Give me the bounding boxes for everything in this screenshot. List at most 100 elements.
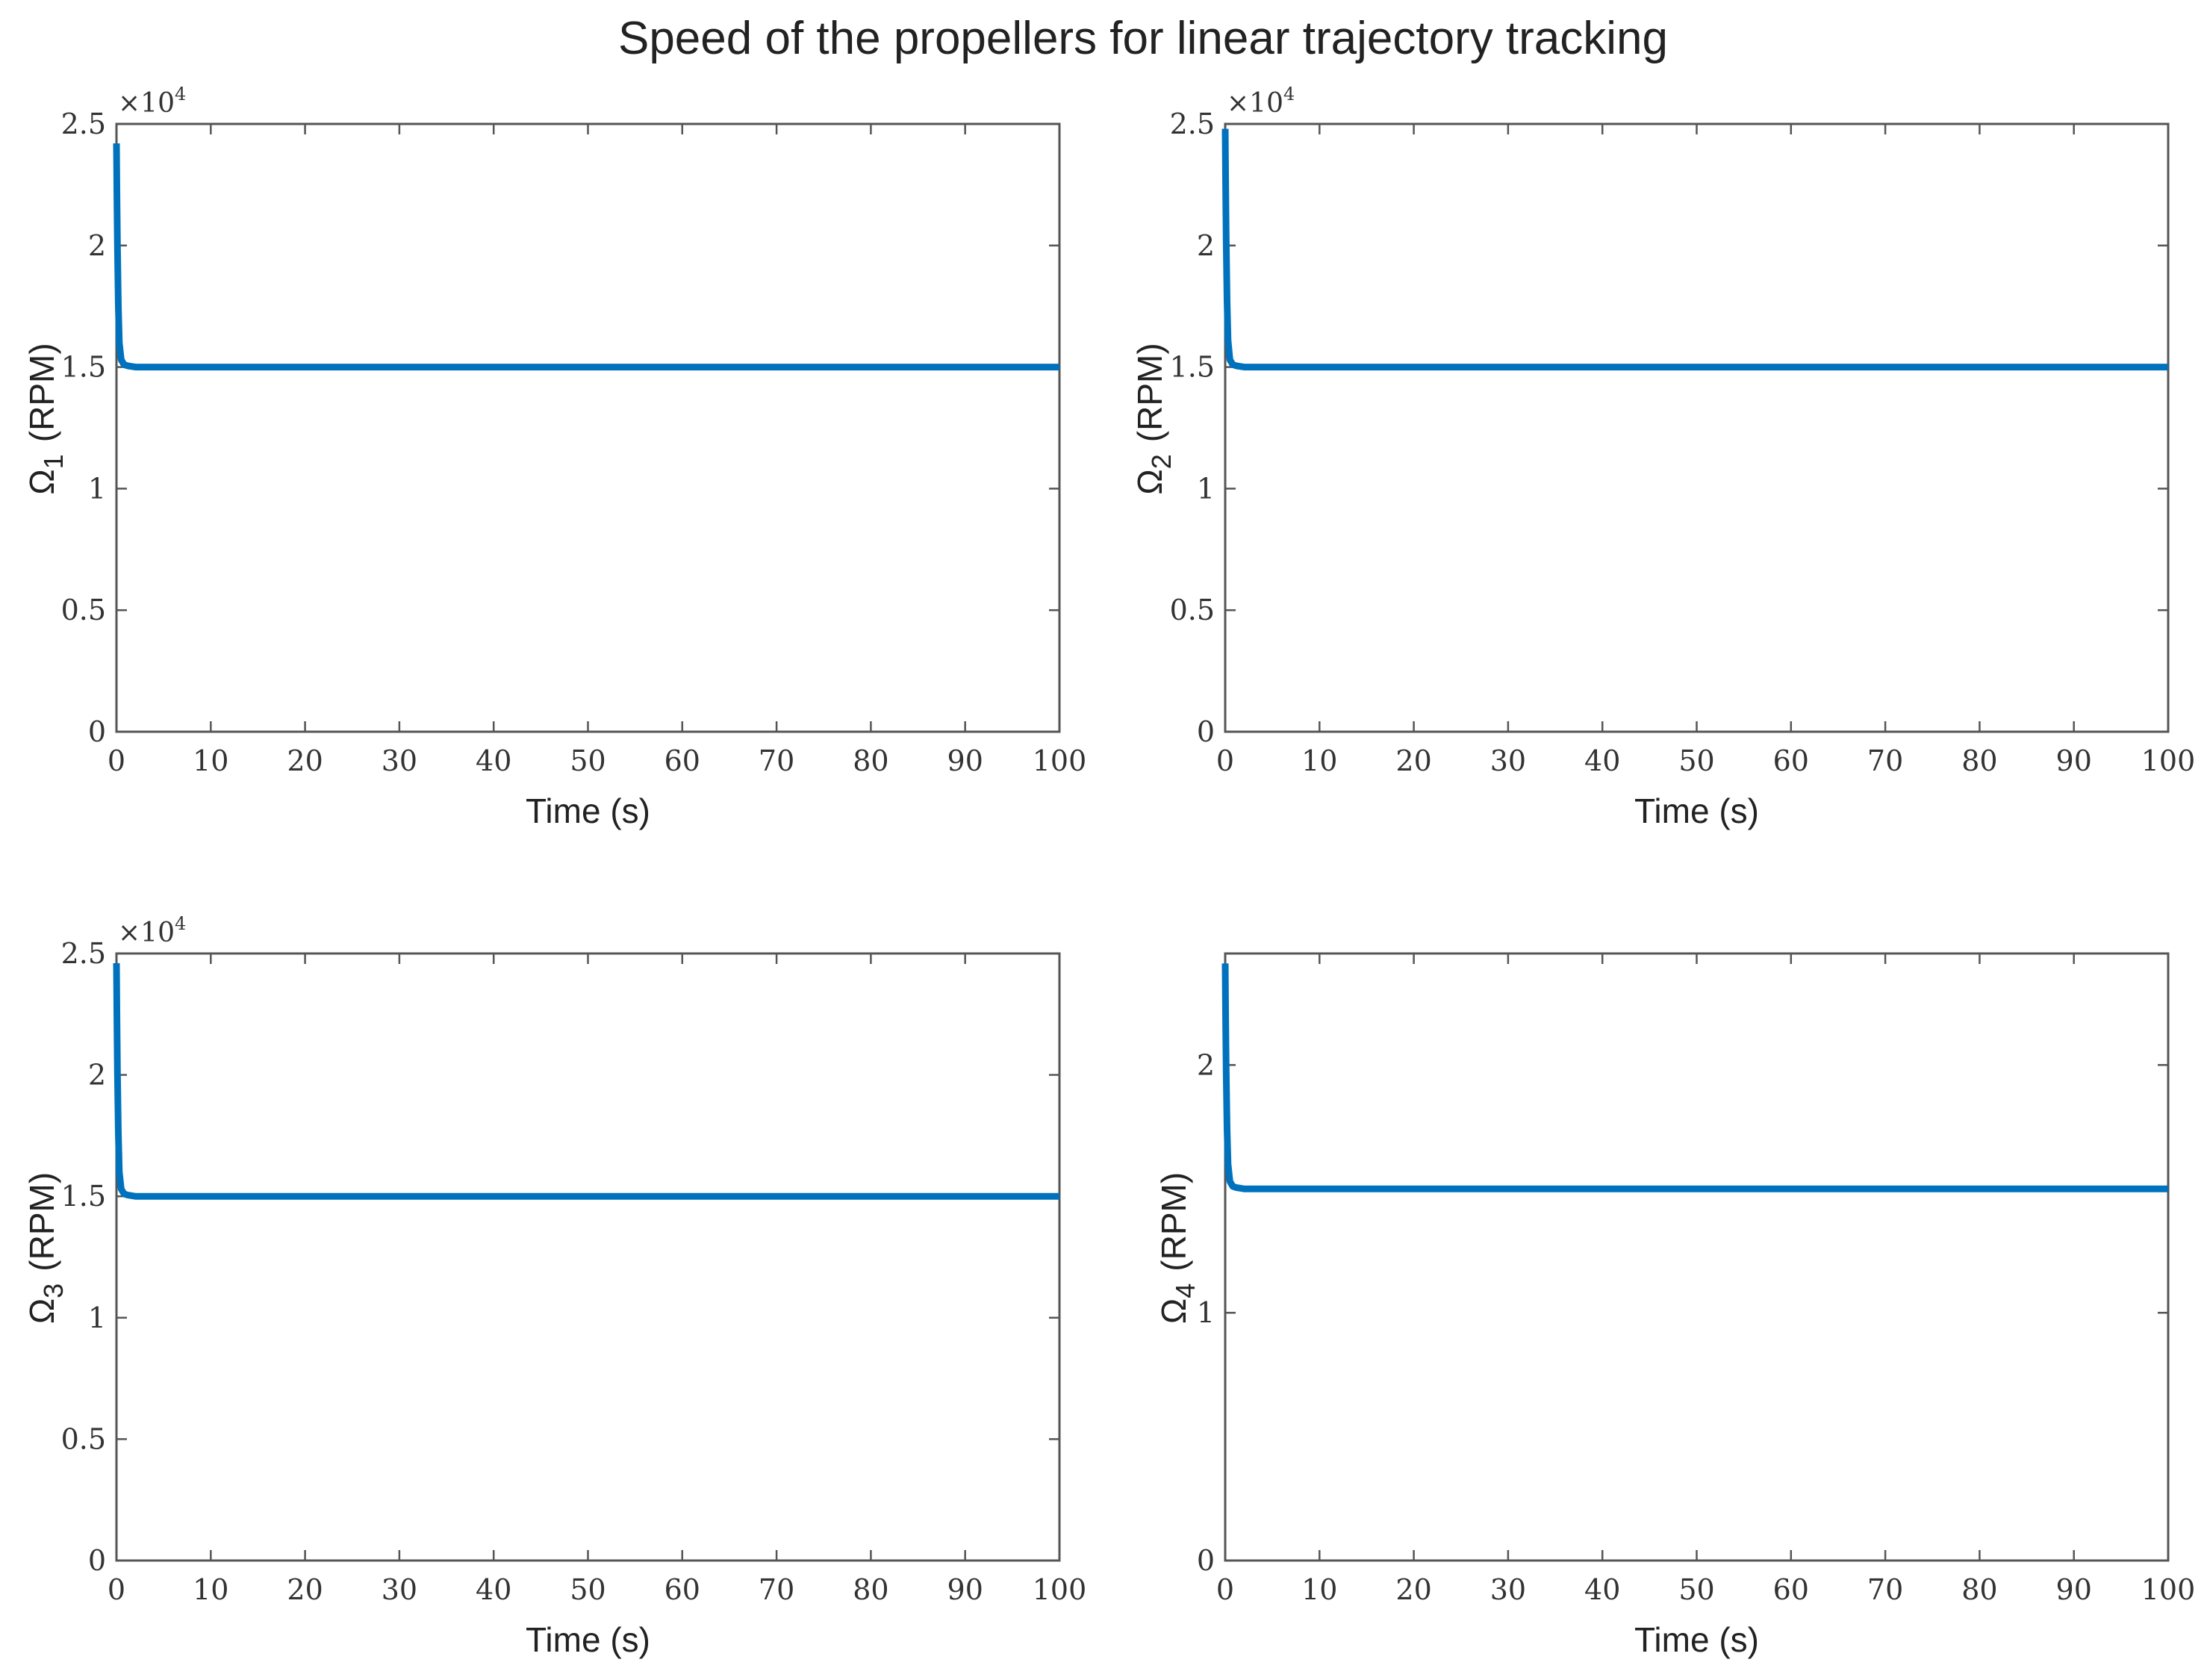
y-tick-label: 0 — [88, 1544, 106, 1577]
x-tick-label: 60 — [1773, 1573, 1809, 1606]
x-tick-label: 30 — [382, 1573, 417, 1606]
y-label-unit: (RPM) — [1154, 1172, 1193, 1272]
subplot-omega-1: 0 10 20 30 40 50 60 70 80 90 100 0 0.5 1 1.5 2 2.5 ×104 Ti… — [22, 84, 1086, 830]
x-tick-label: 80 — [853, 1573, 888, 1606]
y-label-symbol: Ω — [1130, 469, 1169, 494]
x-tick-label: 40 — [1584, 744, 1620, 777]
multiplier-exponent: 4 — [1283, 84, 1295, 105]
y-label-unit: (RPM) — [22, 343, 61, 442]
y-label-symbol: Ω — [1154, 1298, 1193, 1324]
y-tick-label: 0 — [1197, 1544, 1215, 1577]
y-axis-label: Ω3 (RPM) — [22, 1172, 69, 1324]
x-tick-label: 100 — [1033, 1573, 1087, 1606]
y-tick-label: 1.5 — [1170, 351, 1215, 384]
y-label-symbol: Ω — [22, 469, 61, 494]
x-tick-label: 80 — [853, 744, 888, 777]
axes-frame — [1224, 122, 2170, 733]
x-tick-label: 0 — [108, 744, 125, 777]
axes-frame — [115, 952, 1061, 1562]
x-tick-label: 100 — [2141, 744, 2196, 777]
series-line — [1221, 963, 2168, 1192]
y-label-unit: (RPM) — [22, 1172, 61, 1272]
y-tick-label: 1 — [88, 1301, 106, 1334]
x-tick-label: 100 — [1033, 744, 1087, 777]
x-tick-label: 0 — [1216, 744, 1234, 777]
subplot-omega-4: 0 10 20 30 40 50 60 70 80 90 100 0 1 2 Time (s) Ω4 (RPM) — [1154, 952, 2196, 1659]
y-axis-label: Ω4 (RPM) — [1154, 1172, 1201, 1324]
x-tick-label: 40 — [476, 1573, 511, 1606]
figure-title: Speed of the propellers for linear traje… — [618, 13, 1668, 64]
multiplier-base: ×10 — [118, 918, 175, 948]
x-tick-label: 90 — [947, 744, 983, 777]
y-tick-label: 2 — [1197, 1048, 1215, 1081]
y-tick-label: 1 — [1197, 1296, 1215, 1329]
y-tick-label: 1 — [1197, 472, 1215, 505]
y-tick-label: 0 — [88, 715, 106, 748]
axes-frame — [115, 122, 1061, 733]
x-tick-label: 50 — [570, 744, 606, 777]
y-tick-label: 1.5 — [61, 1180, 106, 1213]
x-tick-label: 60 — [664, 1573, 700, 1606]
y-tick-label: 2.5 — [61, 937, 106, 970]
x-tick-label: 100 — [2141, 1573, 2196, 1606]
x-tick-label: 10 — [193, 1573, 228, 1606]
x-tick-label: 40 — [1584, 1573, 1620, 1606]
x-tick-label: 70 — [759, 1573, 794, 1606]
multiplier-base: ×10 — [118, 88, 175, 119]
x-tick-label: 60 — [1773, 744, 1809, 777]
x-tick-label: 90 — [2056, 1573, 2092, 1606]
y-axis-multiplier: ×104 — [118, 84, 186, 119]
y-tick-label: 2 — [1197, 229, 1215, 262]
x-tick-label: 30 — [382, 744, 417, 777]
y-tick-label: 0.5 — [61, 594, 106, 626]
subplot-omega-3: 0 10 20 30 40 50 60 70 80 90 100 0 0.5 1 1.5 2 2.5 ×104 Ti… — [22, 913, 1086, 1659]
y-tick-label: 2 — [88, 229, 106, 262]
multiplier-exponent: 4 — [175, 84, 186, 105]
x-tick-label: 70 — [1867, 1573, 1903, 1606]
x-tick-label: 10 — [193, 744, 228, 777]
y-label-symbol: Ω — [22, 1298, 61, 1324]
x-axis-label: Time (s) — [1634, 791, 1759, 830]
x-tick-label: 70 — [759, 744, 794, 777]
x-tick-label: 50 — [1678, 744, 1714, 777]
x-tick-label: 70 — [1867, 744, 1903, 777]
y-label-unit: (RPM) — [1130, 343, 1169, 442]
x-axis-label: Time (s) — [526, 791, 650, 830]
x-tick-label: 40 — [476, 744, 511, 777]
multiplier-base: ×10 — [1227, 88, 1283, 119]
y-tick-label: 1.5 — [61, 351, 106, 384]
y-label-subscript: 2 — [1146, 454, 1177, 469]
subplot-omega-2: 0 10 20 30 40 50 60 70 80 90 100 0 0.5 1 1.5 2 2.5 ×104 Ti… — [1130, 84, 2195, 830]
axes-frame — [1224, 952, 2170, 1562]
y-label-subscript: 4 — [1170, 1284, 1201, 1298]
y-tick-label: 2.5 — [61, 108, 106, 140]
y-axis-label: Ω2 (RPM) — [1130, 343, 1177, 494]
x-tick-label: 90 — [947, 1573, 983, 1606]
x-axis-label: Time (s) — [526, 1620, 650, 1659]
x-tick-label: 30 — [1490, 1573, 1526, 1606]
multiplier-exponent: 4 — [175, 913, 186, 934]
y-axis-multiplier: ×104 — [1227, 84, 1295, 119]
x-tick-label: 50 — [1678, 1573, 1714, 1606]
x-axis-label: Time (s) — [1634, 1620, 1759, 1659]
x-tick-label: 0 — [1216, 1573, 1234, 1606]
x-tick-label: 80 — [1961, 1573, 1997, 1606]
y-tick-label: 2.5 — [1170, 108, 1215, 140]
x-tick-label: 50 — [570, 1573, 606, 1606]
series-line — [113, 962, 1059, 1200]
y-tick-label: 0.5 — [61, 1422, 106, 1455]
y-tick-label: 2 — [88, 1059, 106, 1092]
x-tick-label: 30 — [1490, 744, 1526, 777]
x-tick-label: 80 — [1961, 744, 1997, 777]
y-tick-label: 0 — [1197, 715, 1215, 748]
x-tick-label: 20 — [1395, 1573, 1431, 1606]
y-label-subscript: 1 — [38, 454, 69, 469]
y-axis-label: Ω1 (RPM) — [22, 343, 69, 494]
y-tick-label: 0.5 — [1170, 594, 1215, 626]
x-tick-label: 10 — [1301, 1573, 1337, 1606]
x-tick-label: 20 — [287, 1573, 323, 1606]
x-tick-label: 60 — [664, 744, 700, 777]
x-tick-label: 20 — [1395, 744, 1431, 777]
series-line — [113, 143, 1059, 371]
